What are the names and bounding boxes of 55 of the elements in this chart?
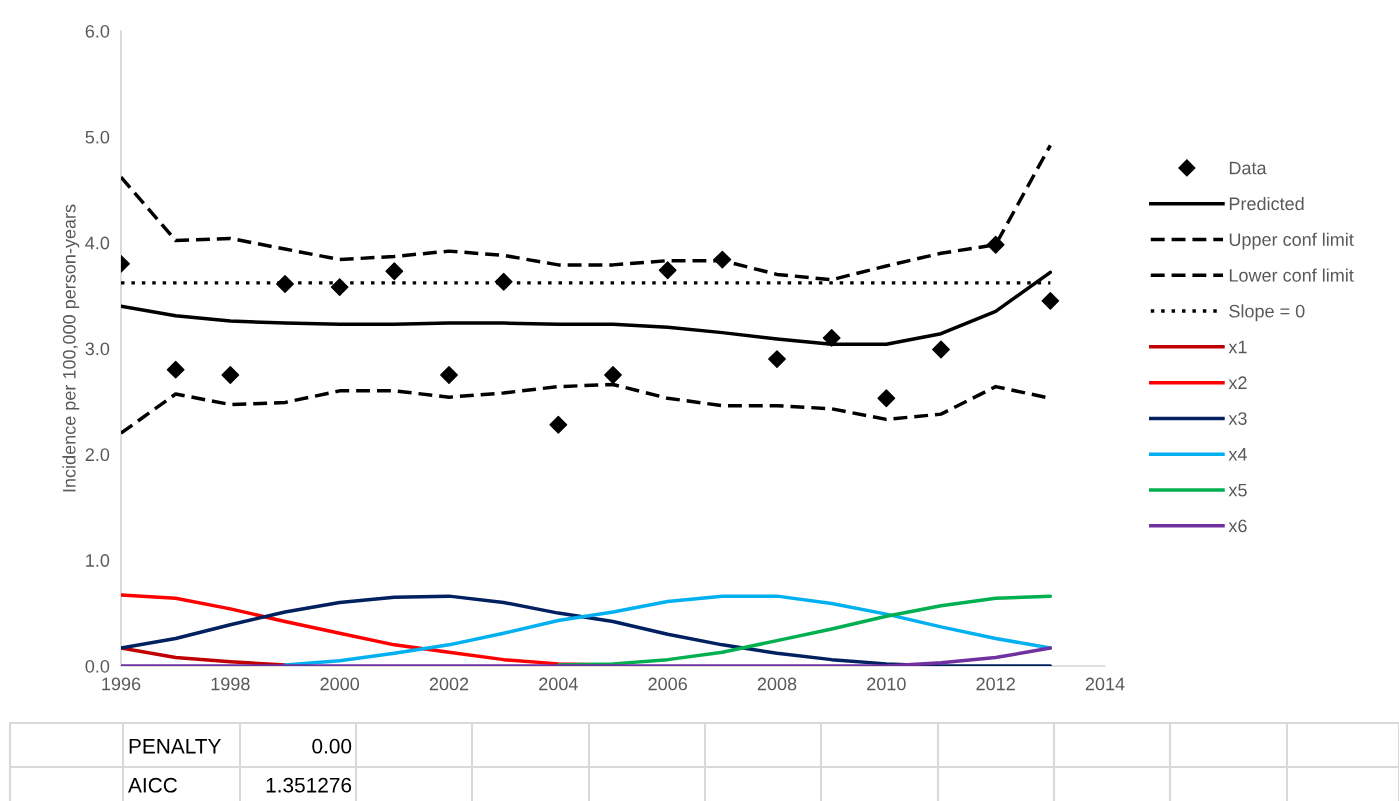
- point: [276, 275, 294, 293]
- point: [221, 366, 240, 384]
- point: [768, 350, 786, 368]
- y-tick-label: 0.0: [85, 659, 110, 673]
- line-series: [121, 594, 1053, 666]
- point: [986, 235, 1005, 254]
- legend-label: Predicted: [1229, 196, 1304, 211]
- x-tick-label: 2006: [648, 677, 687, 691]
- text: PENALTY: [129, 739, 221, 754]
- text: 1.351276: [266, 777, 352, 793]
- x-tick-label: 2004: [539, 677, 578, 691]
- x-tick-label: 1998: [211, 677, 250, 691]
- legend-label: Upper conf limit: [1229, 232, 1354, 250]
- point: [440, 366, 458, 384]
- legend-label: x4: [1228, 448, 1247, 461]
- line-series: [121, 143, 1053, 282]
- point: [932, 340, 950, 359]
- y-axis-title: Incidence per 100,000 person-years: [62, 204, 80, 492]
- legend-label: Lower conf limit: [1229, 268, 1354, 282]
- point: [658, 261, 677, 280]
- line-series: [121, 646, 1053, 666]
- line-series: [556, 594, 1053, 666]
- x-tick-label: 2012: [976, 677, 1015, 691]
- legend-label: x2: [1228, 376, 1247, 389]
- y-tick-label: 1.0: [86, 554, 110, 567]
- legend-label: x3: [1228, 412, 1247, 425]
- x-tick-label: 2010: [867, 677, 906, 691]
- legend-label: Slope = 0: [1229, 304, 1305, 322]
- x-tick-label: 2000: [320, 677, 360, 691]
- x-tick-label: 2014: [1085, 677, 1125, 691]
- point: [713, 250, 732, 269]
- point: [166, 360, 185, 379]
- x-tick-label: 2002: [429, 677, 469, 691]
- y-tick-label: 5.0: [85, 130, 110, 144]
- point: [1041, 291, 1060, 310]
- point: [494, 272, 513, 291]
- point: [385, 262, 404, 281]
- y-tick-label: 3.0: [85, 342, 110, 356]
- x-tick-label: 1996: [102, 677, 141, 691]
- y-tick-label: 4.0: [85, 236, 110, 250]
- y-tick-label: 2.0: [85, 448, 110, 462]
- text: 0.00: [312, 738, 352, 754]
- y-tick-label: 6.0: [85, 24, 110, 38]
- legend-label: x6: [1228, 519, 1247, 533]
- legend-label: x5: [1228, 483, 1247, 497]
- legend-label: x1: [1228, 340, 1247, 354]
- point: [549, 415, 568, 434]
- text: AICC: [128, 777, 177, 793]
- legend-label: Data: [1229, 161, 1267, 175]
- point: [822, 329, 841, 347]
- x-tick-label: 2008: [757, 677, 797, 691]
- point: [330, 278, 349, 297]
- point: [877, 389, 896, 408]
- point: [604, 366, 622, 384]
- line-series: [121, 270, 1053, 347]
